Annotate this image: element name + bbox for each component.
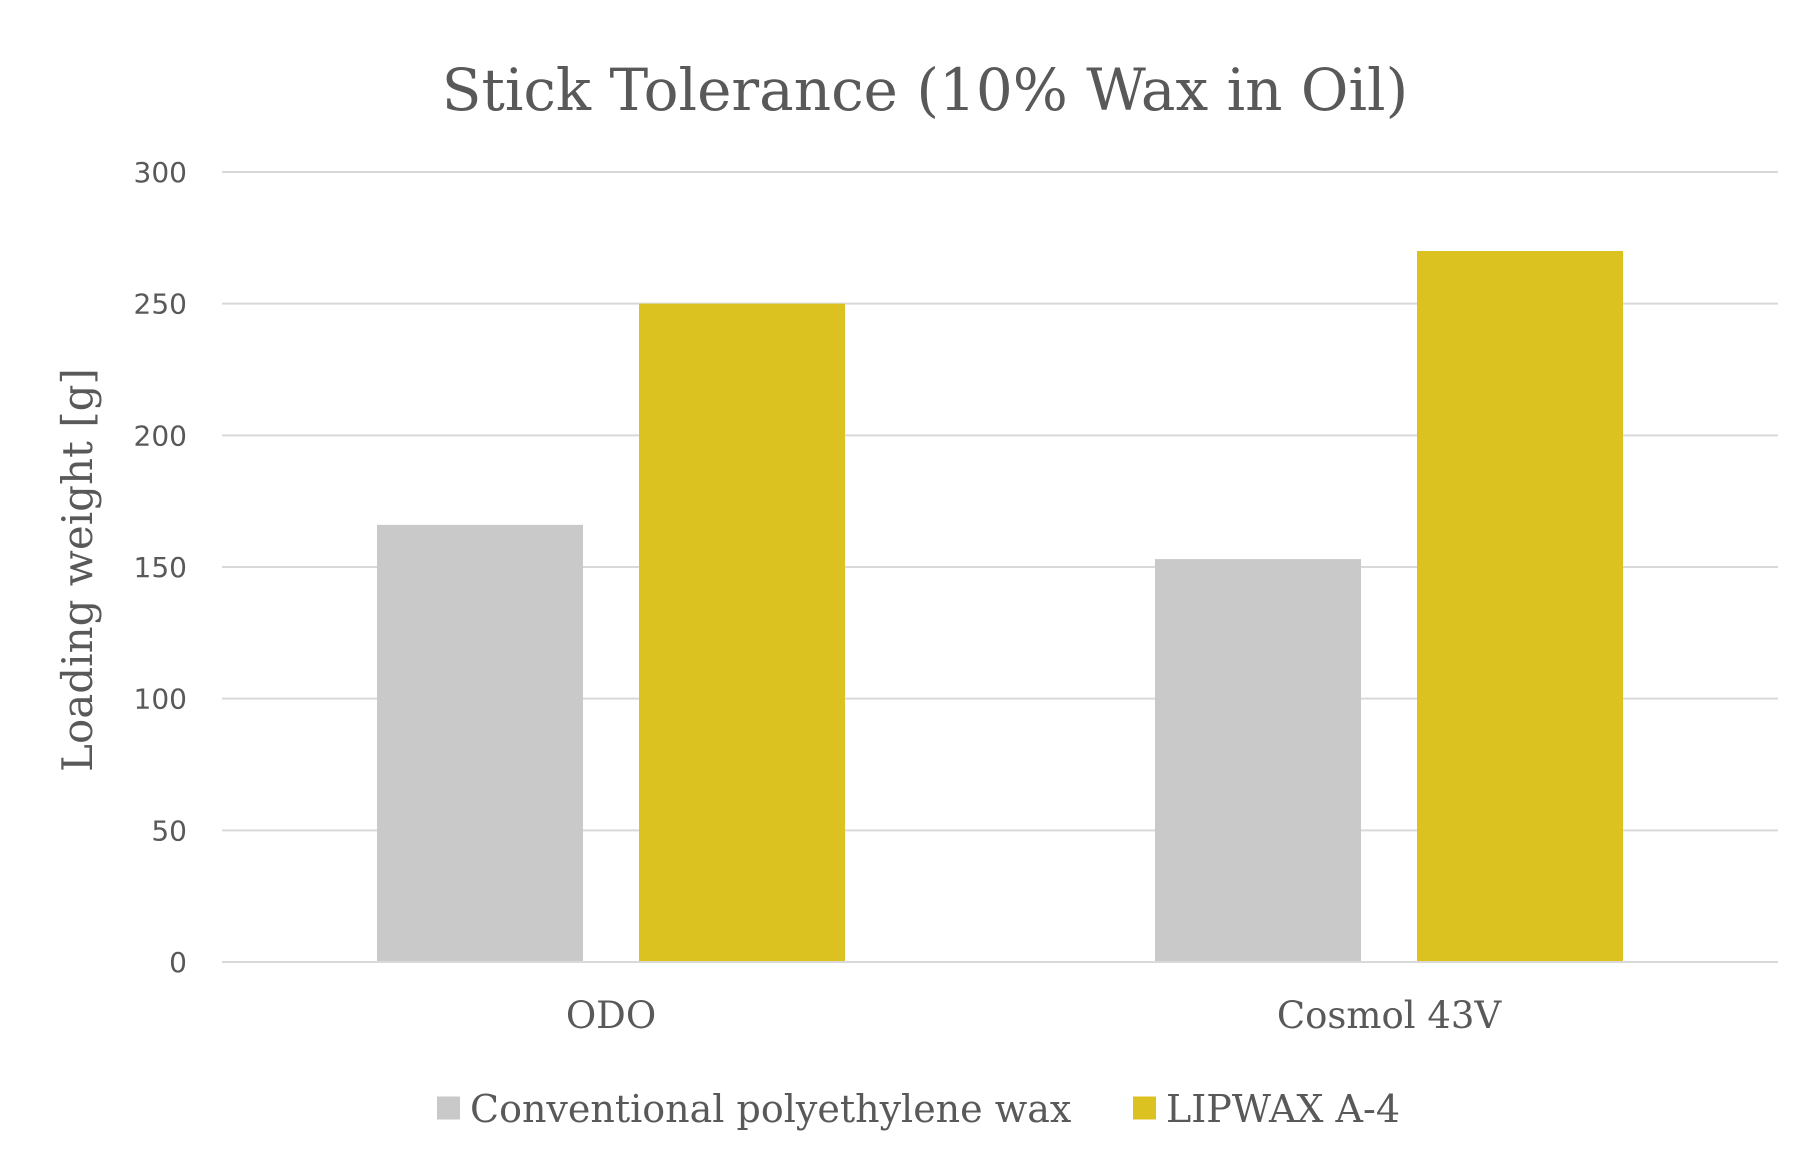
- y-tick-label-0: 0: [169, 946, 187, 979]
- y-tick-label-50: 50: [151, 814, 187, 847]
- y-tick-label-150: 150: [134, 551, 187, 584]
- bar-odo-series-2: [639, 303, 845, 963]
- legend: Conventional polyethylene wax LIPWAX A-4: [437, 1087, 1400, 1131]
- bar-odo-series-1: [377, 524, 583, 962]
- chart-title: Stick Tolerance (10% Wax in Oil): [442, 56, 1408, 124]
- y-axis-ticks: 0 50 100 150 200 250 300: [134, 156, 187, 979]
- y-axis-label: Loading weight [g]: [53, 368, 102, 772]
- x-axis-ticks: ODO Cosmol 43V: [566, 994, 1503, 1037]
- bars: [377, 251, 1623, 963]
- x-tick-label-odo: ODO: [566, 994, 656, 1037]
- legend-label-2: LIPWAX A-4: [1166, 1087, 1400, 1131]
- legend-swatch-2: [1133, 1096, 1156, 1120]
- legend-label-1: Conventional polyethylene wax: [470, 1087, 1071, 1131]
- y-tick-label-300: 300: [134, 156, 187, 189]
- y-tick-label-250: 250: [134, 288, 187, 321]
- bar-cosmol-43v-series-2: [1417, 251, 1623, 962]
- bar-cosmol-43v-series-1: [1155, 559, 1361, 962]
- y-tick-label-100: 100: [134, 683, 187, 716]
- y-tick-label-200: 200: [134, 419, 187, 452]
- legend-swatch-1: [437, 1096, 460, 1120]
- x-tick-label-cosmol-43v: Cosmol 43V: [1277, 994, 1503, 1037]
